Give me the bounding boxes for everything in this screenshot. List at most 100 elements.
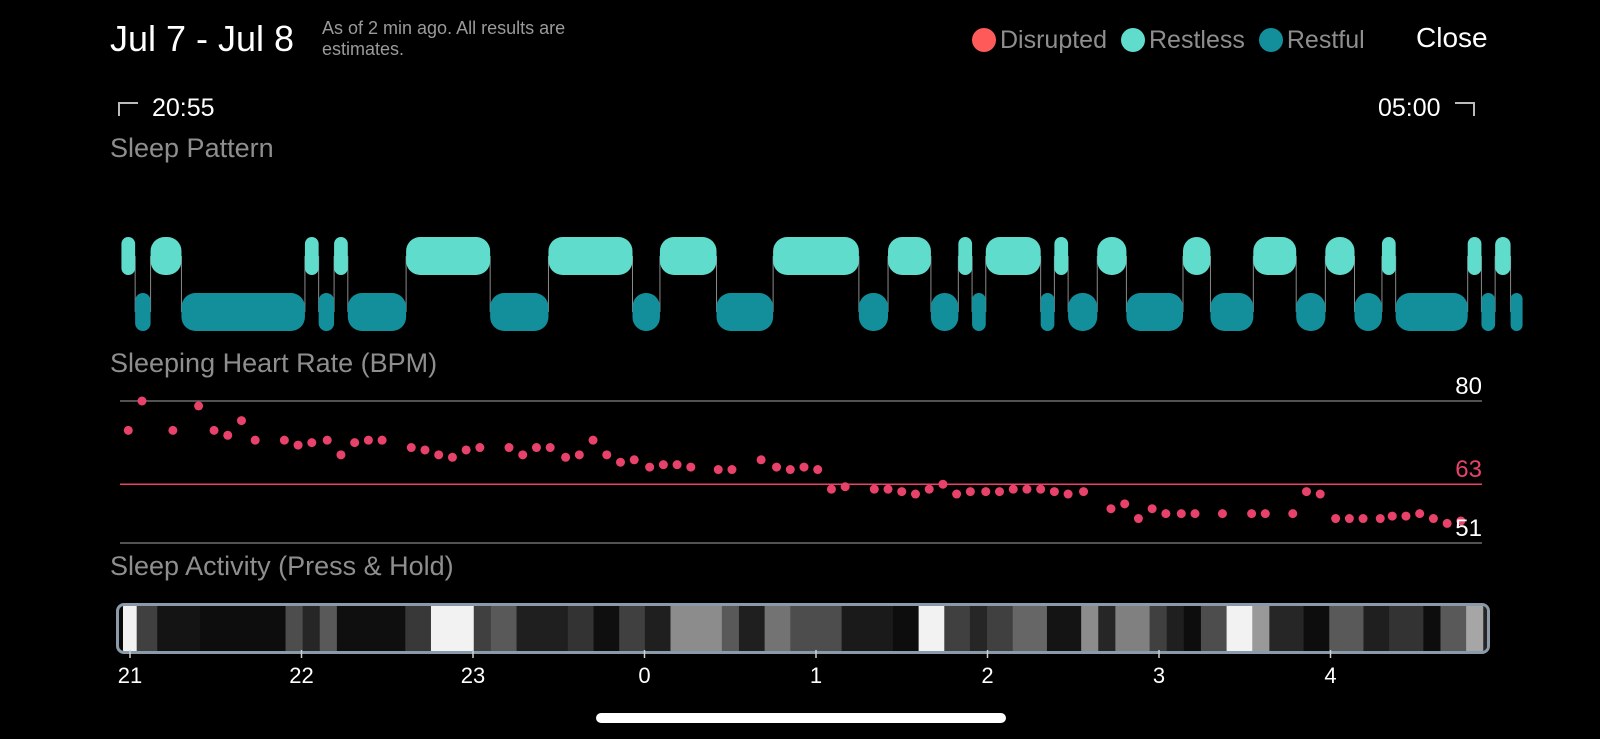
- heart-rate-point: [1176, 509, 1186, 519]
- restless-segment: [304, 237, 319, 275]
- heart-rate-point: [588, 435, 598, 445]
- heart-rate-point: [531, 443, 541, 453]
- activity-cell: [1149, 606, 1168, 651]
- hour-tick-label: 22: [289, 663, 313, 688]
- activity-cell: [1200, 606, 1228, 651]
- heart-rate-point: [350, 438, 360, 448]
- activity-cell: [918, 606, 945, 651]
- legend-label-disrupted: Disrupted: [1000, 25, 1107, 54]
- restless-segment: [1495, 237, 1511, 275]
- hour-tick-label: 23: [461, 663, 485, 688]
- activity-cell: [1226, 606, 1253, 651]
- activity-cell: [1389, 606, 1424, 651]
- activity-cell: [1166, 606, 1185, 651]
- restless-segment: [406, 237, 491, 275]
- restful-segment: [135, 293, 151, 331]
- heart-rate-point: [672, 460, 682, 470]
- home-indicator[interactable]: [596, 713, 1006, 723]
- heart-rate-point: [1331, 514, 1341, 524]
- restless-segment: [773, 237, 859, 275]
- heart-rate-point: [1106, 504, 1116, 514]
- activity-cell: [670, 606, 723, 651]
- heart-rate-point: [123, 425, 133, 435]
- restless-segment: [659, 237, 717, 275]
- activity-cell: [302, 606, 321, 651]
- heart-rate-point: [209, 425, 219, 435]
- heart-rate-point: [1344, 514, 1354, 524]
- heart-rate-point: [1190, 509, 1200, 519]
- heart-rate-point: [1133, 514, 1143, 524]
- heart-rate-point: [1063, 489, 1073, 499]
- heart-rate-point: [194, 401, 204, 411]
- heart-rate-point: [250, 435, 260, 445]
- activity-cell: [1329, 606, 1364, 651]
- restful-segment: [972, 293, 986, 331]
- restful-segment: [632, 293, 660, 331]
- restless-segment: [958, 237, 973, 275]
- heart-rate-point: [1415, 509, 1425, 519]
- close-button[interactable]: Close: [1416, 22, 1488, 53]
- activity-cell: [593, 606, 620, 651]
- restless-segment: [1325, 237, 1355, 275]
- activity-cell: [136, 606, 158, 651]
- start-time-marker: 20:55: [118, 94, 215, 123]
- heart-rate-title: Sleeping Heart Rate (BPM): [110, 348, 438, 378]
- restful-segment: [1481, 293, 1496, 331]
- heart-rate-point: [727, 465, 737, 475]
- estimate-note: As of 2 min ago. All results are estimat…: [322, 18, 566, 59]
- heart-rate-point: [461, 445, 471, 455]
- restless-segment: [1381, 237, 1396, 275]
- hour-tick-label: 2: [981, 663, 993, 688]
- heart-rate-point: [545, 443, 555, 453]
- restful-swatch-icon: [1258, 28, 1283, 52]
- heart-rate-point: [1049, 487, 1059, 497]
- activity-cell: [490, 606, 518, 651]
- activity-cell: [790, 606, 843, 651]
- hour-tick-label: 1: [810, 663, 822, 688]
- heart-rate-point: [561, 452, 571, 462]
- heart-rate-point: [1375, 514, 1385, 524]
- restful-segment: [318, 293, 335, 331]
- heart-rate-point: [434, 450, 444, 460]
- heart-rate-point: [420, 445, 430, 455]
- heart-rate-point: [713, 465, 723, 475]
- activity-cell: [1183, 606, 1202, 651]
- restful-segment: [1510, 293, 1523, 331]
- heart-rate-point: [1288, 509, 1298, 519]
- activity-cell: [1363, 606, 1390, 651]
- restless-segment: [985, 237, 1041, 275]
- activity-cell: [516, 606, 569, 651]
- activity-cell: [1483, 606, 1487, 651]
- end-time-marker: 05:00: [1378, 94, 1475, 123]
- heart-rate-point: [168, 425, 178, 435]
- heart-rate-point: [602, 450, 612, 460]
- heart-rate-point: [1315, 489, 1325, 499]
- heart-rate-point: [223, 430, 233, 440]
- heart-rate-point: [938, 479, 948, 489]
- heart-rate-point: [965, 487, 975, 497]
- legend: Disrupted Restless Restful: [972, 22, 1365, 58]
- heart-rate-point: [813, 465, 823, 475]
- activity-cell: [1081, 606, 1099, 651]
- heart-rate-point: [840, 482, 850, 492]
- disrupted-swatch-icon: [972, 28, 996, 52]
- heart-rate-point: [236, 416, 246, 426]
- heart-rate-point: [629, 455, 639, 465]
- heart-rate-point: [1456, 516, 1466, 526]
- date-range-title: Jul 7 - Jul 8: [110, 18, 295, 59]
- restless-segment: [150, 237, 182, 275]
- activity-cell: [285, 606, 304, 651]
- heart-rate-point: [307, 438, 317, 448]
- restless-segment: [1097, 237, 1127, 275]
- activity-cell: [1466, 606, 1484, 651]
- heart-rate-point: [1301, 487, 1311, 497]
- activity-cell: [1046, 606, 1082, 651]
- heart-rate-point: [615, 457, 625, 467]
- heart-rate-point: [279, 435, 289, 445]
- restful-segment: [1395, 293, 1468, 331]
- sleep-activity-bar[interactable]: [116, 603, 1490, 654]
- activity-cell: [157, 606, 201, 651]
- heart-rate-point: [363, 435, 373, 445]
